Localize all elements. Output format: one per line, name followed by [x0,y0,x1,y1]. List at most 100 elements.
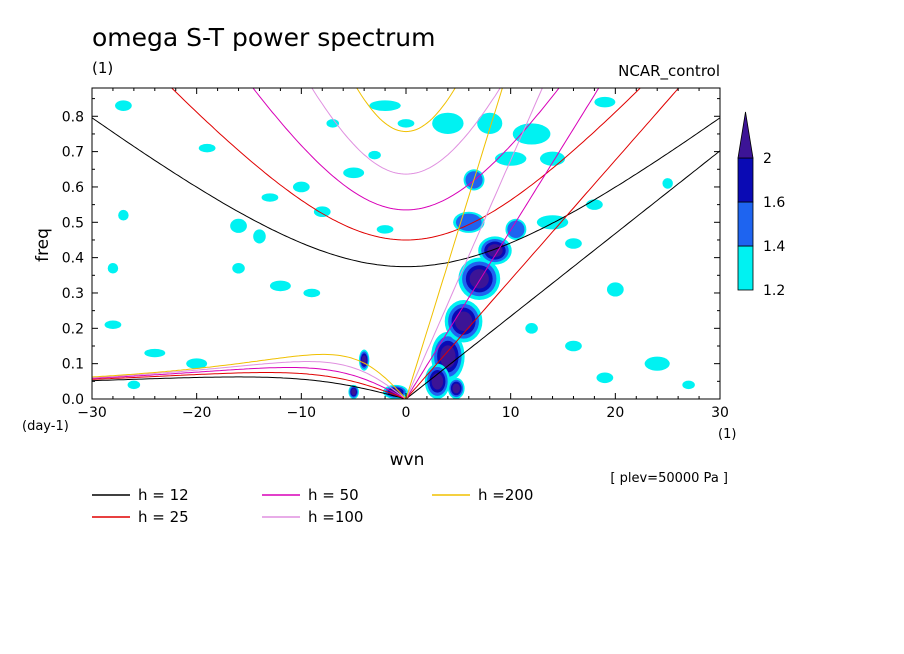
contour-blob [376,225,394,234]
contour-blob [431,373,444,390]
dispersion-curves [92,88,720,399]
contour-blob [662,178,673,189]
y-tick-label: 0.8 [62,109,84,125]
x-tick-label: −30 [77,405,107,421]
contour-blob [644,356,670,371]
contour-blob [253,229,266,244]
dispersion-curve [170,88,642,241]
contour-blob [326,119,340,128]
dispersion-curve [92,367,407,399]
contour-blob [477,112,503,134]
y-axis: 0.0 0.1 0.2 0.3 0.4 0.5 0.6 0.7 0.8 [62,98,720,408]
contour-blob [432,112,464,134]
contour-blob [261,193,279,202]
colorbar: 1.2 1.4 1.6 2 [737,111,785,299]
contour-blob [343,167,365,179]
colorbar-extend [737,111,754,159]
y-tick-label: 0.2 [62,321,84,337]
dispersion-curve [92,117,720,268]
contour-blob [144,348,166,358]
y-tick-label: 0.6 [62,180,84,196]
legend-label: h = 12 [138,486,189,504]
legend-label: h = 25 [138,508,189,526]
colorbar-label: 2 [763,151,772,167]
dispersion-curve [405,88,680,399]
x-axis: −30 −20 −10 0 10 20 30 [77,88,729,421]
contour-blob [107,262,119,274]
contour-blob [104,320,122,330]
colorbar-label: 1.2 [763,283,785,299]
contour-blob [494,151,527,166]
contour-blob [565,238,582,249]
colorbar-segment [737,201,754,247]
contour-blob [186,358,208,369]
plot-background [92,88,720,399]
legend-label: h =100 [308,508,363,526]
contour-blob [586,199,603,210]
colorbar-segment [737,157,754,203]
colorbar-label: 1.6 [763,195,785,211]
dispersion-curve [405,88,600,399]
contour-blob [454,311,473,332]
contour-blob [127,380,141,390]
units-label: (1) [92,59,113,77]
y-axis-label: freq [33,228,53,262]
legend-label: h =200 [478,486,533,504]
y-tick-label: 0.1 [62,357,84,373]
contour-blob [565,340,582,352]
contour-blob [230,218,247,233]
contour-blob [507,220,525,239]
dispersion-curve [92,361,407,399]
dispersion-curve [405,150,720,399]
y-tick-label: 0.4 [62,251,84,267]
y-unit-label: (day-1) [22,419,69,434]
legend-label: h = 50 [308,486,359,504]
y-tick-label: 0.3 [62,286,84,302]
x-tick-label: −20 [182,405,212,421]
contour-blob [303,288,321,298]
chart-title: omega S-T power spectrum [92,23,436,52]
y-tick-label: 0.5 [62,215,84,231]
y-tick-label: 0.7 [62,145,84,161]
dispersion-curve [356,88,456,133]
x-tick-label: 0 [402,405,411,421]
contour-blob [118,209,129,221]
x-tick-label: 20 [606,405,624,421]
y-tick-label: 0.0 [62,392,84,408]
contour-blob [269,280,291,292]
contour-blob [525,323,538,334]
colorbar-segment [737,245,754,291]
contour-blob [292,181,310,193]
contour-blob [452,383,461,394]
contour-blob [115,100,132,111]
contour-blob [198,143,216,153]
colorbar-label: 1.4 [763,239,785,255]
model-label: NCAR_control [618,62,720,81]
x-axis-label: wvn [390,450,425,470]
contour-blob [594,96,616,108]
legend: h = 12 h = 50 h =200 h = 25 h =100 [92,486,533,526]
contour-blob [606,282,624,297]
contour-blob [682,380,695,390]
dispersion-curve [405,88,543,399]
plot-area: −30 −20 −10 0 10 20 30 0.00.10.20.30.40.50.60.… [62,87,729,421]
contour-blob [440,345,456,368]
contour-blob [232,262,245,274]
x-tick-label: 30 [711,405,729,421]
dispersion-curve [405,88,503,399]
contour-blob [596,372,614,384]
dispersion-curve [311,88,501,175]
dispersion-curve [252,88,560,211]
contour-fills [104,96,695,399]
contour-blob [469,269,489,289]
dispersion-curve [92,372,407,399]
x-tick-label: −10 [287,405,317,421]
contour-blob [539,151,566,166]
dispersion-curve [92,376,407,399]
dispersion-curve [92,353,407,399]
contour-blob [397,119,415,128]
contour-blob [351,388,357,396]
contour-blob [369,100,401,111]
contour-blob [368,150,381,160]
